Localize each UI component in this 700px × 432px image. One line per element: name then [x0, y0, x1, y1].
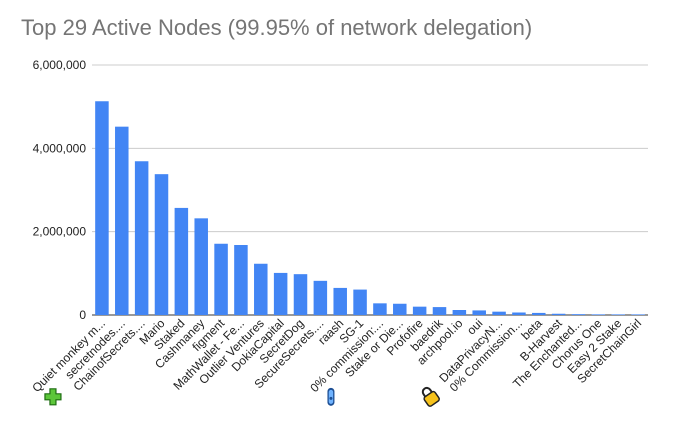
y-tick-label: 0 — [79, 308, 86, 322]
bar — [115, 126, 129, 316]
bar — [95, 101, 109, 315]
bar — [571, 314, 586, 315]
y-tick-label: 2,000,000 — [33, 225, 87, 239]
y-tick-label: 4,000,000 — [33, 141, 87, 155]
bar — [512, 312, 526, 315]
yellow-lock-icon — [421, 386, 440, 407]
bar — [154, 174, 169, 315]
bar — [412, 306, 427, 315]
bar — [551, 313, 566, 315]
bar — [174, 207, 189, 315]
bar — [452, 310, 467, 315]
chart-title: Top 29 Active Nodes (99.95% of network d… — [21, 15, 533, 40]
bar — [333, 287, 347, 315]
bar — [373, 303, 387, 315]
bar — [234, 245, 248, 315]
bar — [194, 218, 208, 315]
green-cross-icon — [44, 388, 62, 406]
bar — [631, 314, 645, 315]
bar — [293, 274, 308, 315]
blue-lock-icon — [327, 387, 335, 406]
bar — [214, 243, 228, 315]
y-tick-label: 6,000,000 — [33, 58, 87, 72]
bar — [591, 314, 606, 315]
bar — [432, 307, 447, 315]
bar — [134, 161, 149, 315]
bar — [353, 289, 367, 315]
bar — [273, 272, 288, 315]
bar — [393, 303, 407, 315]
bar — [492, 311, 506, 315]
bar — [313, 280, 328, 315]
bar — [532, 312, 546, 315]
bar — [611, 314, 625, 315]
bar — [472, 310, 486, 315]
bar — [254, 263, 268, 315]
